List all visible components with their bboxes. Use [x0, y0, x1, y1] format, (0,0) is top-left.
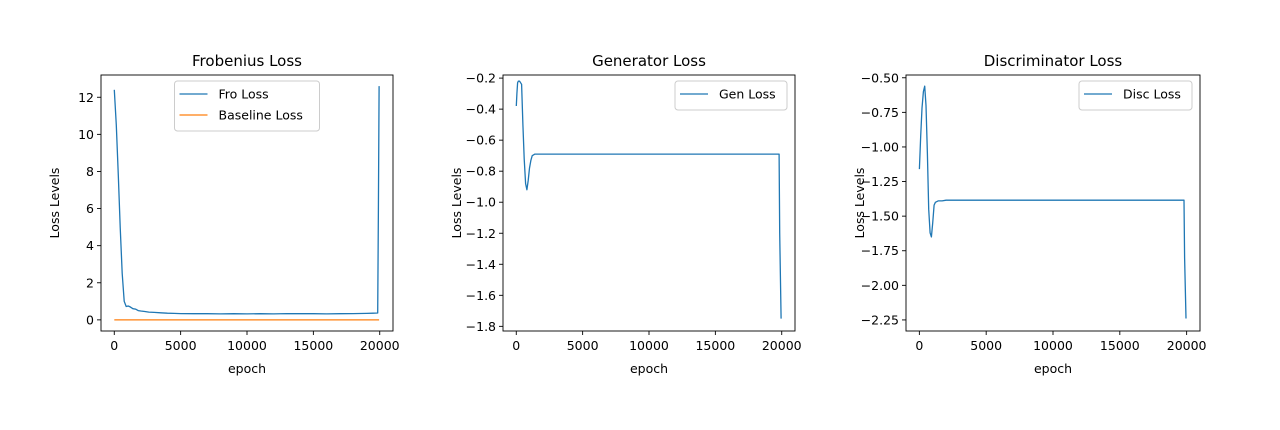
chart-title: Generator Loss — [592, 52, 706, 70]
y-axis-label: Loss Levels — [449, 168, 464, 239]
legend: Gen Loss — [674, 80, 788, 111]
x-tick-label: 5000 — [567, 338, 599, 353]
y-tick-label: 6 — [86, 201, 94, 216]
y-tick-label: −1.2 — [466, 226, 496, 241]
series-line — [918, 85, 1187, 319]
x-axis-label: epoch — [1034, 361, 1072, 376]
axes-frame — [905, 74, 1201, 332]
x-tick-label: 0 — [512, 338, 520, 353]
y-tick-label: −2.25 — [861, 312, 899, 327]
series-line — [113, 86, 380, 315]
legend-label: Disc Loss — [1123, 87, 1181, 102]
x-axis-label: epoch — [630, 361, 668, 376]
x-tick-label: 10000 — [629, 338, 669, 353]
y-tick-label: −0.75 — [861, 105, 899, 120]
y-tick-label: −0.50 — [861, 70, 899, 85]
y-tick-label: −1.50 — [861, 209, 899, 224]
x-tick-label: 15000 — [1100, 338, 1140, 353]
chart-panel: 0 5000 10000 15000 20000 −1.8 −1.6 −1.4 −1.2 −1.0… — [449, 52, 802, 376]
x-tick-label: 15000 — [695, 338, 735, 353]
legend-box — [674, 80, 788, 111]
x-axis-label: epoch — [228, 361, 266, 376]
x-tick-label: 20000 — [1167, 338, 1207, 353]
y-tick-label: −2.00 — [861, 278, 899, 293]
y-tick-label: −1.00 — [861, 139, 899, 154]
y-tick-label: −1.25 — [861, 174, 899, 189]
chart-title: Discriminator Loss — [984, 52, 1123, 70]
x-tick-label: 0 — [110, 338, 118, 353]
x-tick-label: 20000 — [360, 338, 400, 353]
y-tick-label: −0.6 — [466, 133, 496, 148]
y-axis-label: Loss Levels — [47, 168, 62, 239]
y-tick-label: 0 — [86, 312, 94, 327]
y-tick-label: 10 — [78, 127, 94, 142]
legend: Fro Loss Baseline Loss — [174, 80, 320, 132]
chart-panel: 0 5000 10000 15000 20000 −2.25 −2.00 −1.75 −1.50… — [852, 52, 1207, 376]
x-tick-label: 10000 — [227, 338, 267, 353]
y-tick-label: 2 — [86, 275, 94, 290]
legend-box — [1078, 80, 1193, 111]
series-line — [515, 80, 782, 319]
y-tick-label: 12 — [78, 90, 94, 105]
y-tick-label: −0.8 — [466, 164, 496, 179]
y-tick-label: −1.0 — [466, 195, 496, 210]
y-tick-label: −0.4 — [466, 102, 496, 117]
y-tick-label: 8 — [86, 164, 94, 179]
legend-box — [174, 80, 320, 132]
x-tick-label: 15000 — [293, 338, 333, 353]
x-tick-label: 5000 — [165, 338, 197, 353]
chart-panel: 0 5000 10000 15000 20000 0 2 4 6 8 10 12 Frobenius L… — [47, 52, 400, 376]
y-tick-label: −1.6 — [466, 288, 496, 303]
legend: Disc Loss — [1078, 80, 1193, 111]
chart-title: Frobenius Loss — [192, 52, 302, 70]
y-tick-label: −1.8 — [466, 319, 496, 334]
y-axis-label: Loss Levels — [852, 168, 867, 239]
x-tick-label: 5000 — [970, 338, 1002, 353]
y-tick-label: −1.75 — [861, 243, 899, 258]
x-tick-label: 10000 — [1033, 338, 1073, 353]
x-tick-label: 0 — [915, 338, 923, 353]
legend-label: Baseline Loss — [219, 108, 303, 123]
y-tick-label: −1.4 — [466, 257, 496, 272]
axes-frame — [502, 74, 796, 332]
legend-label: Gen Loss — [719, 87, 776, 102]
legend-label: Fro Loss — [219, 87, 269, 102]
x-tick-label: 20000 — [762, 338, 802, 353]
y-tick-label: 4 — [86, 238, 94, 253]
y-tick-label: −0.2 — [466, 71, 496, 86]
